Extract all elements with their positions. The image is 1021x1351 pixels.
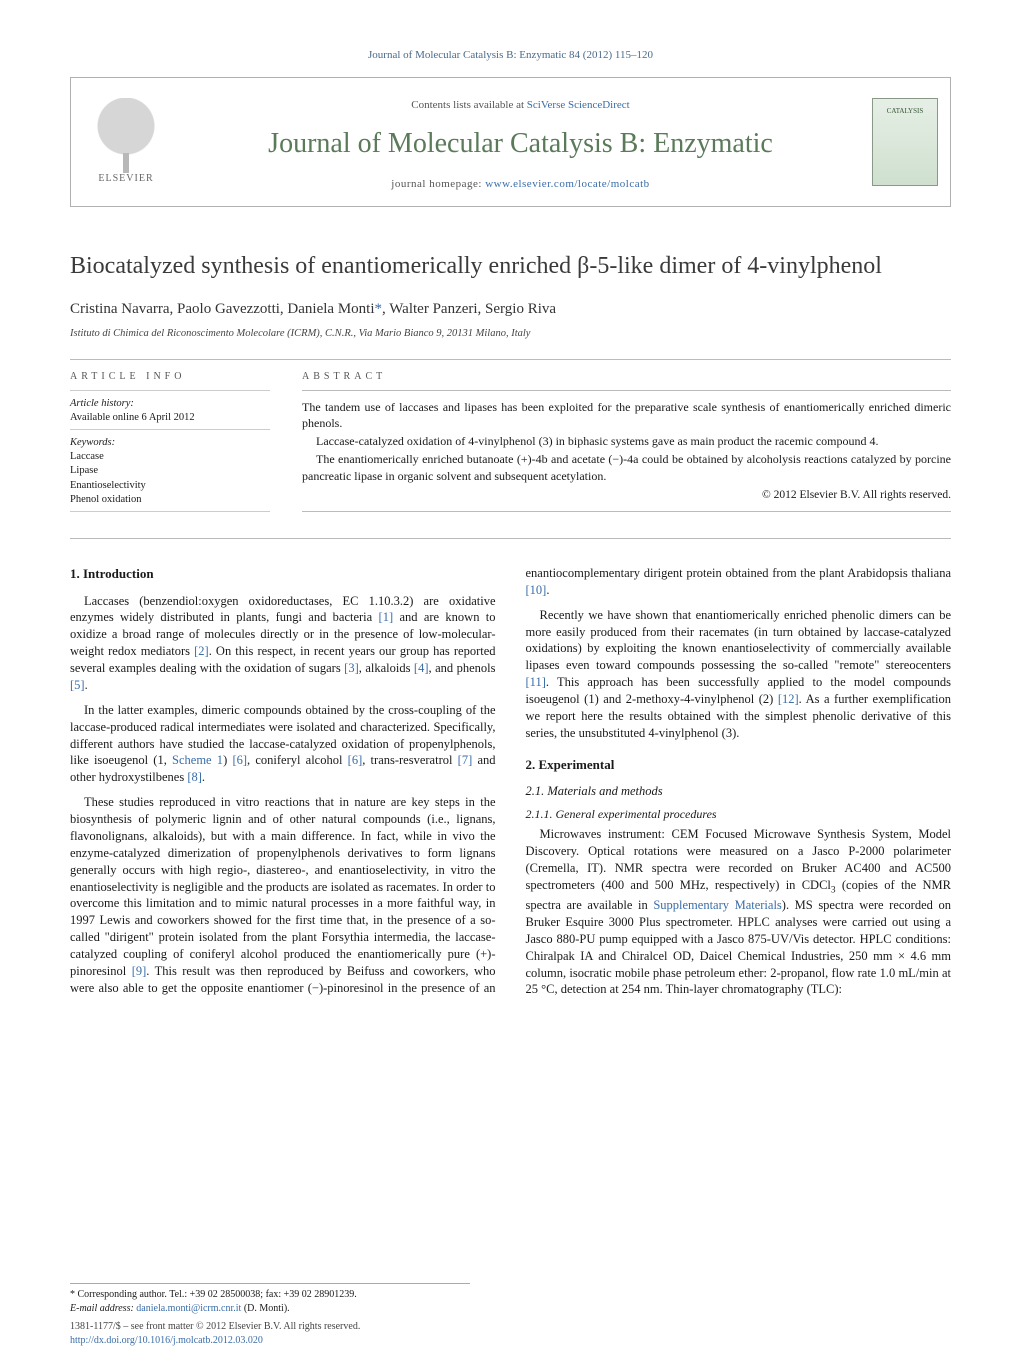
article-info-column: ARTICLE INFO Article history: Available … [70, 370, 270, 518]
scheme-1-link[interactable]: Scheme 1 [172, 753, 223, 767]
corresponding-footer: * Corresponding author. Tel.: +39 02 285… [70, 1283, 470, 1315]
ref-7[interactable]: [7] [458, 753, 473, 767]
homepage-url[interactable]: www.elsevier.com/locate/molcatb [485, 178, 649, 190]
journal-header-box: ELSEVIER Contents lists available at Sci… [70, 77, 951, 207]
materials-methods-heading: 2.1. Materials and methods [526, 783, 952, 800]
history-value: Available online 6 April 2012 [70, 411, 270, 425]
authors-part1: Cristina Navarra, Paolo Gavezzotti, Dani… [70, 301, 375, 317]
corresponding-asterisk: * [375, 301, 383, 317]
keyword-0: Laccase [70, 450, 270, 464]
supplementary-link[interactable]: Supplementary Materials [653, 898, 781, 912]
ref-1[interactable]: [1] [379, 610, 394, 624]
intro-p1: Laccases (benzendiol:oxygen oxidoreducta… [70, 593, 496, 694]
ref-9[interactable]: [9] [132, 964, 147, 978]
ref-11[interactable]: [11] [526, 675, 546, 689]
keyword-2: Enantioselectivity [70, 479, 270, 493]
authors-part2: , Walter Panzeri, Sergio Riva [382, 301, 556, 317]
journal-reference-line: Journal of Molecular Catalysis B: Enzyma… [70, 48, 951, 63]
email-line: E-mail address: daniela.monti@icrm.cnr.i… [70, 1302, 470, 1316]
experimental-p1: Microwaves instrument: CEM Focused Micro… [526, 826, 952, 998]
history-label: Article history: [70, 397, 270, 411]
ref-6b[interactable]: [6] [348, 753, 363, 767]
body-two-columns: 1. Introduction Laccases (benzendiol:oxy… [70, 565, 951, 1002]
experimental-heading: 2. Experimental [526, 756, 952, 774]
abstract-p1: The tandem use of laccases and lipases h… [302, 399, 951, 431]
ref-6[interactable]: [6] [232, 753, 247, 767]
abstract-p2: Laccase-catalyzed oxidation of 4-vinylph… [302, 433, 951, 449]
intro-p2: In the latter examples, dimeric compound… [70, 702, 496, 786]
ref-12[interactable]: [12] [778, 692, 799, 706]
cover-image: CATALYSIS [872, 98, 938, 186]
abstract-copyright: © 2012 Elsevier B.V. All rights reserved… [302, 488, 951, 504]
intro-heading: 1. Introduction [70, 565, 496, 583]
abstract-column: ABSTRACT The tandem use of laccases and … [302, 370, 951, 518]
journal-cover-thumb: CATALYSIS [860, 78, 950, 206]
ref-3[interactable]: [3] [344, 661, 359, 675]
elsevier-tree-icon [96, 98, 156, 168]
ref-2[interactable]: [2] [194, 644, 209, 658]
abstract-head: ABSTRACT [302, 370, 951, 384]
info-abstract-row: ARTICLE INFO Article history: Available … [70, 370, 951, 518]
divider-top [70, 359, 951, 360]
keyword-1: Lipase [70, 464, 270, 478]
ref-5[interactable]: [5] [70, 678, 85, 692]
keyword-3: Phenol oxidation [70, 493, 270, 507]
issn-line: 1381-1177/$ – see front matter © 2012 El… [70, 1320, 470, 1334]
contents-available-line: Contents lists available at SciVerse Sci… [181, 98, 860, 113]
general-procedures-heading: 2.1.1. General experimental procedures [526, 806, 952, 822]
doi-link[interactable]: http://dx.doi.org/10.1016/j.molcatb.2012… [70, 1334, 470, 1348]
ref-4[interactable]: [4] [414, 661, 429, 675]
journal-title: Journal of Molecular Catalysis B: Enzyma… [181, 125, 860, 163]
corr-author-line: * Corresponding author. Tel.: +39 02 285… [70, 1288, 470, 1302]
intro-p4: Recently we have shown that enantiomeric… [526, 607, 952, 742]
elsevier-text: ELSEVIER [98, 172, 153, 186]
affiliation: Istituto di Chimica del Riconoscimento M… [70, 327, 951, 341]
abstract-p3: The enantiomerically enriched butanoate … [302, 451, 951, 483]
homepage-line: journal homepage: www.elsevier.com/locat… [181, 177, 860, 192]
article-title: Biocatalyzed synthesis of enantiomerical… [70, 251, 951, 281]
homepage-prefix: journal homepage: [391, 178, 485, 190]
sciencedirect-link[interactable]: SciVerse ScienceDirect [527, 99, 630, 111]
doi-footer: 1381-1177/$ – see front matter © 2012 El… [70, 1320, 470, 1347]
corr-email[interactable]: daniela.monti@icrm.cnr.it [136, 1303, 241, 1314]
author-list: Cristina Navarra, Paolo Gavezzotti, Dani… [70, 299, 951, 319]
contents-prefix: Contents lists available at [411, 99, 526, 111]
elsevier-logo: ELSEVIER [71, 78, 181, 206]
ref-10[interactable]: [10] [526, 583, 547, 597]
article-info-head: ARTICLE INFO [70, 370, 270, 384]
divider-mid [70, 538, 951, 539]
keywords-label: Keywords: [70, 436, 270, 450]
header-center: Contents lists available at SciVerse Sci… [181, 92, 860, 191]
ref-8[interactable]: [8] [187, 770, 202, 784]
